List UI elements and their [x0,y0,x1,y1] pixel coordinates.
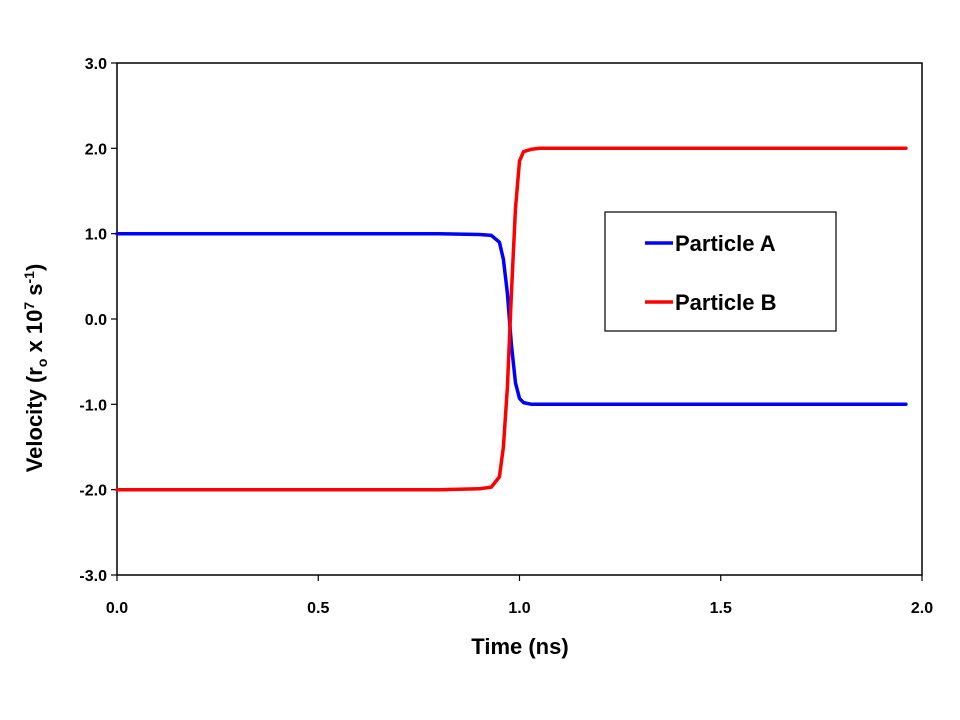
y-tick-label: 0.0 [85,312,107,329]
y-axis-title: Velocity (ro x 107 s-1) [21,264,50,473]
y-tick-label: -2.0 [79,483,107,500]
y-axis-title-mid2: s [22,283,47,301]
x-axis: 0.0 0.5 1.0 1.5 2.0 [106,575,933,617]
x-axis-title: Time (ns) [471,634,568,659]
y-tick-label: 3.0 [85,56,107,73]
y-tick-label: -3.0 [79,568,107,585]
series-line-particle-b [115,146,908,492]
y-axis-title-prefix: Velocity (r [22,367,47,473]
y-axis-title-mid: x 10 [22,310,47,359]
x-tick-label: 0.5 [307,600,329,617]
y-axis-title-sub: o [34,359,50,368]
y-tick-label: 1.0 [85,227,107,244]
x-tick-label: 0.0 [106,600,128,617]
y-axis-title-suffix: ) [22,264,47,271]
y-axis-title-sup2: -1 [21,271,37,284]
series-layer [115,146,908,492]
legend-label-particle-a: Particle A [675,231,776,256]
x-tick-label: 1.5 [710,600,732,617]
y-axis-title-sup1: 7 [21,302,37,310]
legend: Particle A Particle B [604,211,837,332]
x-tick-label: 2.0 [911,600,933,617]
y-tick-label: -1.0 [79,397,107,414]
y-axis: 3.0 2.0 1.0 0.0 -1.0 -2.0 -3.0 [79,56,117,585]
legend-label-particle-b: Particle B [675,290,777,315]
y-tick-label: 2.0 [85,141,107,158]
series-line-particle-a [115,231,908,407]
legend-box [604,211,837,332]
x-tick-label: 1.0 [508,600,530,617]
